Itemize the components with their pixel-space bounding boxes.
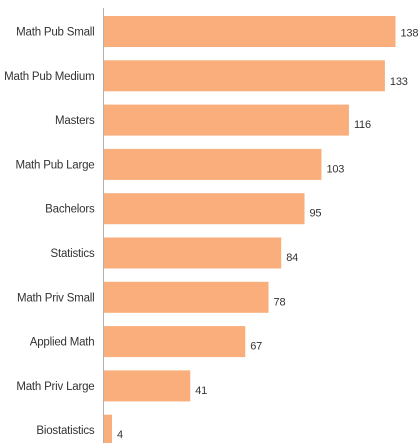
category-label: Masters bbox=[55, 115, 95, 127]
bar-statistics bbox=[104, 238, 282, 269]
category-label: Math Pub Medium bbox=[4, 71, 94, 83]
value-label: 103 bbox=[326, 163, 344, 175]
category-label: Math Priv Large bbox=[16, 381, 94, 393]
bar-math-pub-medium bbox=[104, 60, 385, 91]
bar-math-priv-small bbox=[104, 282, 269, 313]
category-label: Math Priv Small bbox=[17, 292, 95, 304]
bar-applied-math bbox=[104, 326, 246, 357]
category-label: Applied Math bbox=[30, 337, 95, 349]
value-label: 116 bbox=[354, 119, 371, 131]
value-label: 41 bbox=[195, 385, 207, 397]
bar-math-pub-small bbox=[104, 16, 396, 47]
bar-masters bbox=[104, 105, 349, 136]
category-label: Biostatistics bbox=[36, 425, 95, 437]
value-label: 84 bbox=[286, 252, 298, 264]
bar-biostatistics bbox=[104, 415, 112, 443]
value-label: 78 bbox=[274, 296, 286, 308]
value-label: 133 bbox=[390, 76, 408, 88]
category-labels: Math Pub Small Math Pub Medium Masters Math… bbox=[4, 27, 95, 438]
bar-math-priv-large bbox=[104, 370, 191, 401]
category-label: Math Pub Large bbox=[15, 159, 94, 171]
category-label: Bachelors bbox=[45, 204, 95, 216]
category-label: Statistics bbox=[50, 248, 94, 260]
bar-math-pub-large bbox=[104, 149, 322, 180]
value-label: 138 bbox=[401, 28, 418, 40]
value-label: 95 bbox=[310, 208, 322, 220]
bars-layer bbox=[104, 16, 396, 443]
value-label: 4 bbox=[117, 429, 123, 441]
category-label: Math Pub Small bbox=[16, 27, 94, 39]
bar-bachelors bbox=[104, 193, 305, 224]
value-label: 67 bbox=[250, 341, 262, 353]
